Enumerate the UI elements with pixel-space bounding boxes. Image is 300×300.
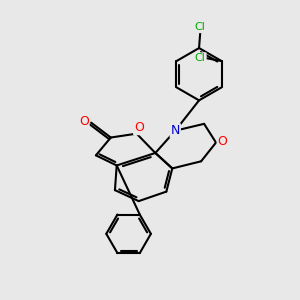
Text: Cl: Cl xyxy=(195,22,206,32)
Text: O: O xyxy=(134,121,144,134)
Text: O: O xyxy=(79,115,89,128)
Text: O: O xyxy=(218,136,227,148)
Text: N: N xyxy=(171,124,180,137)
Text: Cl: Cl xyxy=(195,53,206,63)
